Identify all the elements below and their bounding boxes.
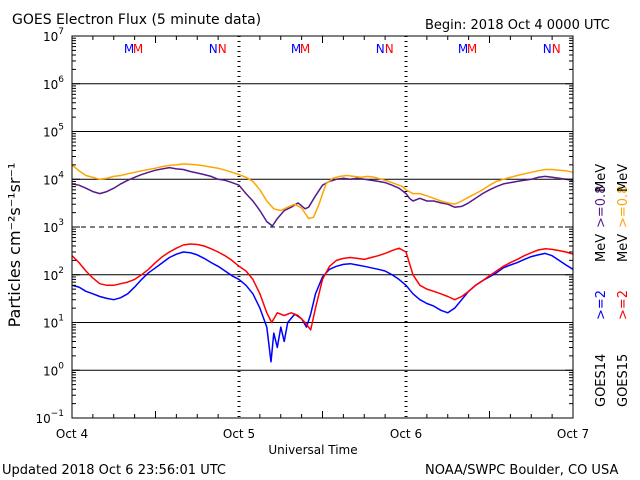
y-tick-label: 103	[43, 218, 64, 235]
chart-title: GOES Electron Flux (5 minute data)	[12, 12, 261, 28]
x-tick-label: Oct 7	[557, 427, 589, 441]
legend-entry-low: >=0.8	[616, 186, 631, 228]
legend-unit: MeV	[616, 234, 631, 262]
y-axis-label: Particles cm⁻²s⁻¹sr⁻¹	[5, 163, 24, 328]
series-line-1	[71, 163, 574, 220]
midnight-markers: MM N N MM N N MM N N	[124, 42, 561, 56]
credit-text: NOAA/SWPC Boulder, CO USA	[425, 463, 618, 478]
legend-satellite-goes14: GOES14	[594, 354, 609, 407]
data-series	[71, 163, 574, 363]
marker-m: M	[124, 42, 134, 56]
updated-timestamp: Updated 2018 Oct 6 23:56:01 UTC	[2, 463, 226, 478]
marker-n: N	[543, 42, 552, 56]
x-tick-labels: Oct 4 Oct 5 Oct 6 Oct 7	[56, 427, 589, 441]
marker-n: N	[385, 42, 394, 56]
begin-time: Begin: 2018 Oct 4 0000 UTC	[425, 18, 610, 33]
x-tick-label: Oct 4	[56, 427, 88, 441]
grid-lines	[72, 36, 573, 418]
marker-m: M	[133, 42, 143, 56]
marker-n: N	[552, 42, 561, 56]
plot-axes	[71, 35, 574, 419]
legend-entry-high: >=2	[616, 290, 631, 320]
y-tick-labels: 10−1 100 101 102 103 104 105 106 107	[35, 27, 64, 426]
legend-entry-high: >=2	[594, 290, 609, 320]
marker-n: N	[218, 42, 227, 56]
legend-satellite-goes15: GOES15	[616, 354, 631, 407]
x-tick-label: Oct 5	[223, 427, 255, 441]
y-tick-label: 10−1	[35, 409, 64, 426]
y-tick-label: 102	[43, 266, 64, 283]
y-tick-label: 105	[43, 123, 64, 140]
x-axis-label: Universal Time	[268, 443, 357, 457]
marker-m: M	[291, 42, 301, 56]
x-tick-label: Oct 6	[390, 427, 422, 441]
y-tick-label: 107	[43, 27, 64, 44]
y-tick-label: 106	[43, 75, 64, 92]
y-tick-label: 100	[43, 361, 64, 378]
marker-n: N	[209, 42, 218, 56]
legend-unit: MeV	[594, 234, 609, 262]
legend-entry-low: >=0.8	[594, 186, 609, 228]
marker-m: M	[300, 42, 310, 56]
series-line-0	[71, 166, 574, 227]
series-line-3	[71, 243, 574, 331]
y-tick-label: 101	[43, 314, 64, 331]
y-tick-label: 104	[43, 170, 64, 187]
marker-n: N	[376, 42, 385, 56]
series-line-2	[71, 251, 574, 363]
marker-m: M	[467, 42, 477, 56]
marker-m: M	[458, 42, 468, 56]
legend-unit: MeV	[594, 164, 609, 192]
legend-unit: MeV	[616, 164, 631, 192]
